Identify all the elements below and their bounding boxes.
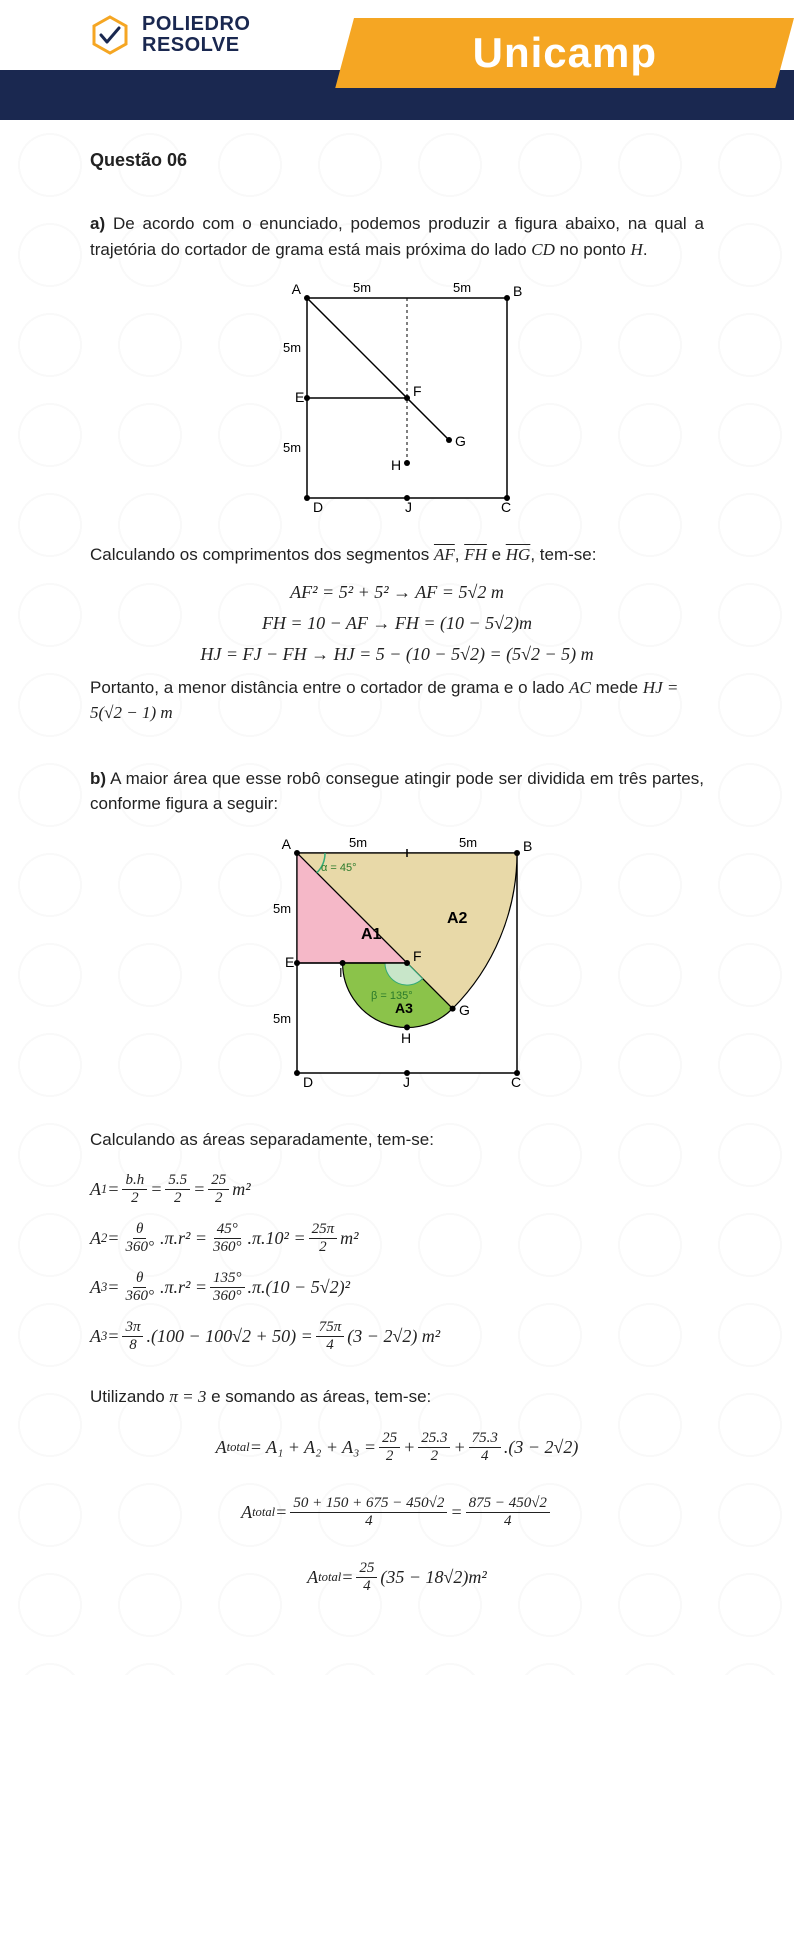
eq-A3b: A3 = 3π8 .(100 − 100√2 + 50) = 75π4 (3 −…	[90, 1319, 704, 1354]
eq-A2: A2 = θ360° .π.r² = 45°360° .π.10² = 25π2…	[90, 1221, 704, 1256]
page-content: Questão 06 a) De acordo com o enunciado,…	[0, 120, 794, 1675]
seg-AF: AF	[434, 545, 455, 564]
side-AC: AC	[569, 678, 591, 697]
label-H: H	[391, 457, 401, 473]
eq-A3a: A3 = θ360° .π.r² = 135°360° .π.(10 − 5√2…	[90, 1270, 704, 1305]
figure-2: A B C D E F G H J I 5m 5m 5m 5m α = 45° …	[90, 833, 704, 1103]
dim-5m-left1: 5m	[283, 340, 301, 355]
svg-text:C: C	[511, 1074, 521, 1090]
part-a-conclusion: Portanto, a menor distância entre o cort…	[90, 675, 704, 726]
svg-text:F: F	[413, 948, 422, 964]
label-C: C	[501, 499, 511, 515]
question-title: Questão 06	[90, 150, 704, 171]
alpha-label: α = 45°	[321, 862, 357, 874]
svg-text:D: D	[303, 1074, 313, 1090]
final-intro-2: e somando as áreas, tem-se:	[206, 1387, 431, 1406]
final-intro-1: Utilizando	[90, 1387, 169, 1406]
svg-text:A: A	[282, 836, 292, 852]
label-F: F	[413, 383, 422, 399]
svg-text:I: I	[339, 965, 343, 980]
part-a-label: a)	[90, 214, 105, 233]
area-equations: A1 = b.h2 = 5.52 = 252 m² A2 = θ360° .π.…	[90, 1172, 704, 1354]
final-intro: Utilizando π = 3 e somando as áreas, tem…	[90, 1384, 704, 1410]
dim-5m-left2: 5m	[283, 440, 301, 455]
equation-a3: HJ = FJ − FH → HJ = 5 − (10 − 5√2) = (5√…	[90, 644, 704, 665]
svg-text:5m: 5m	[459, 835, 477, 850]
eq-A1: A1 = b.h2 = 5.52 = 252 m²	[90, 1172, 704, 1207]
part-b-label: b)	[90, 769, 106, 788]
university-name: Unicamp	[472, 29, 656, 77]
svg-text:J: J	[403, 1074, 410, 1090]
label-B: B	[513, 283, 522, 299]
equation-a1: AF² = 5² + 5² → AF = 5√2 m	[90, 582, 704, 603]
university-band: Unicamp	[335, 18, 794, 88]
part-a-period: .	[643, 240, 648, 259]
dim-5m-top1: 5m	[353, 280, 371, 295]
equation-a2: FH = 10 − AF → FH = (10 − 5√2)m	[90, 613, 704, 634]
svg-text:B: B	[523, 838, 532, 854]
total-equations: Atotal = A₁ + A₂ + A₃ = 252 + 25.32 + 75…	[90, 1430, 704, 1595]
area-A1: A1	[361, 926, 382, 943]
svg-text:G: G	[459, 1002, 470, 1018]
svg-text:5m: 5m	[273, 901, 291, 916]
label-E: E	[295, 389, 304, 405]
segments-intro-2: , tem-se:	[530, 545, 596, 564]
point-H: H	[631, 240, 643, 259]
svg-text:5m: 5m	[349, 835, 367, 850]
seg-HG: HG	[506, 545, 531, 564]
label-A: A	[292, 281, 302, 297]
part-b-text: A maior área que esse robô consegue atin…	[90, 769, 704, 814]
conclusion-2: mede	[591, 678, 643, 697]
logo-text: POLIEDRO RESOLVE	[142, 14, 250, 56]
header-top: POLIEDRO RESOLVE Unicamp	[0, 0, 794, 70]
area-A3: A3	[395, 1000, 413, 1016]
svg-text:E: E	[285, 954, 294, 970]
segments-intro: Calculando os comprimentos dos segmentos…	[90, 542, 704, 568]
logo-line2: RESOLVE	[142, 35, 250, 56]
areas-intro: Calculando as áreas separadamente, tem-s…	[90, 1127, 704, 1153]
pi-value: π = 3	[169, 1387, 206, 1406]
part-b-paragraph: b) A maior área que esse robô consegue a…	[90, 766, 704, 817]
logo-hexagon-icon	[90, 15, 130, 55]
page-header: POLIEDRO RESOLVE Unicamp	[0, 0, 794, 120]
segments-intro-1: Calculando os comprimentos dos segmentos	[90, 545, 434, 564]
conclusion-1: Portanto, a menor distância entre o cort…	[90, 678, 569, 697]
logo-line1: POLIEDRO	[142, 14, 250, 35]
part-a-paragraph: a) De acordo com o enunciado, podemos pr…	[90, 211, 704, 262]
svg-text:H: H	[401, 1030, 411, 1046]
label-J: J	[405, 499, 412, 515]
seg-FH: FH	[464, 545, 487, 564]
eq-total-3: Atotal = 254 (35 − 18√2)m²	[90, 1560, 704, 1595]
label-G: G	[455, 433, 466, 449]
figure-1: A B C D E F G H J 5m 5m 5m 5m	[90, 278, 704, 518]
segment-CD: CD	[531, 240, 555, 259]
dim-5m-top2: 5m	[453, 280, 471, 295]
part-a-text2: no ponto	[555, 240, 631, 259]
eq-total-2: Atotal = 50 + 150 + 675 − 450√24 = 875 −…	[90, 1495, 704, 1530]
eq-total-1: Atotal = A₁ + A₂ + A₃ = 252 + 25.32 + 75…	[90, 1430, 704, 1465]
area-A2: A2	[447, 910, 468, 927]
svg-text:5m: 5m	[273, 1011, 291, 1026]
label-D: D	[313, 499, 323, 515]
